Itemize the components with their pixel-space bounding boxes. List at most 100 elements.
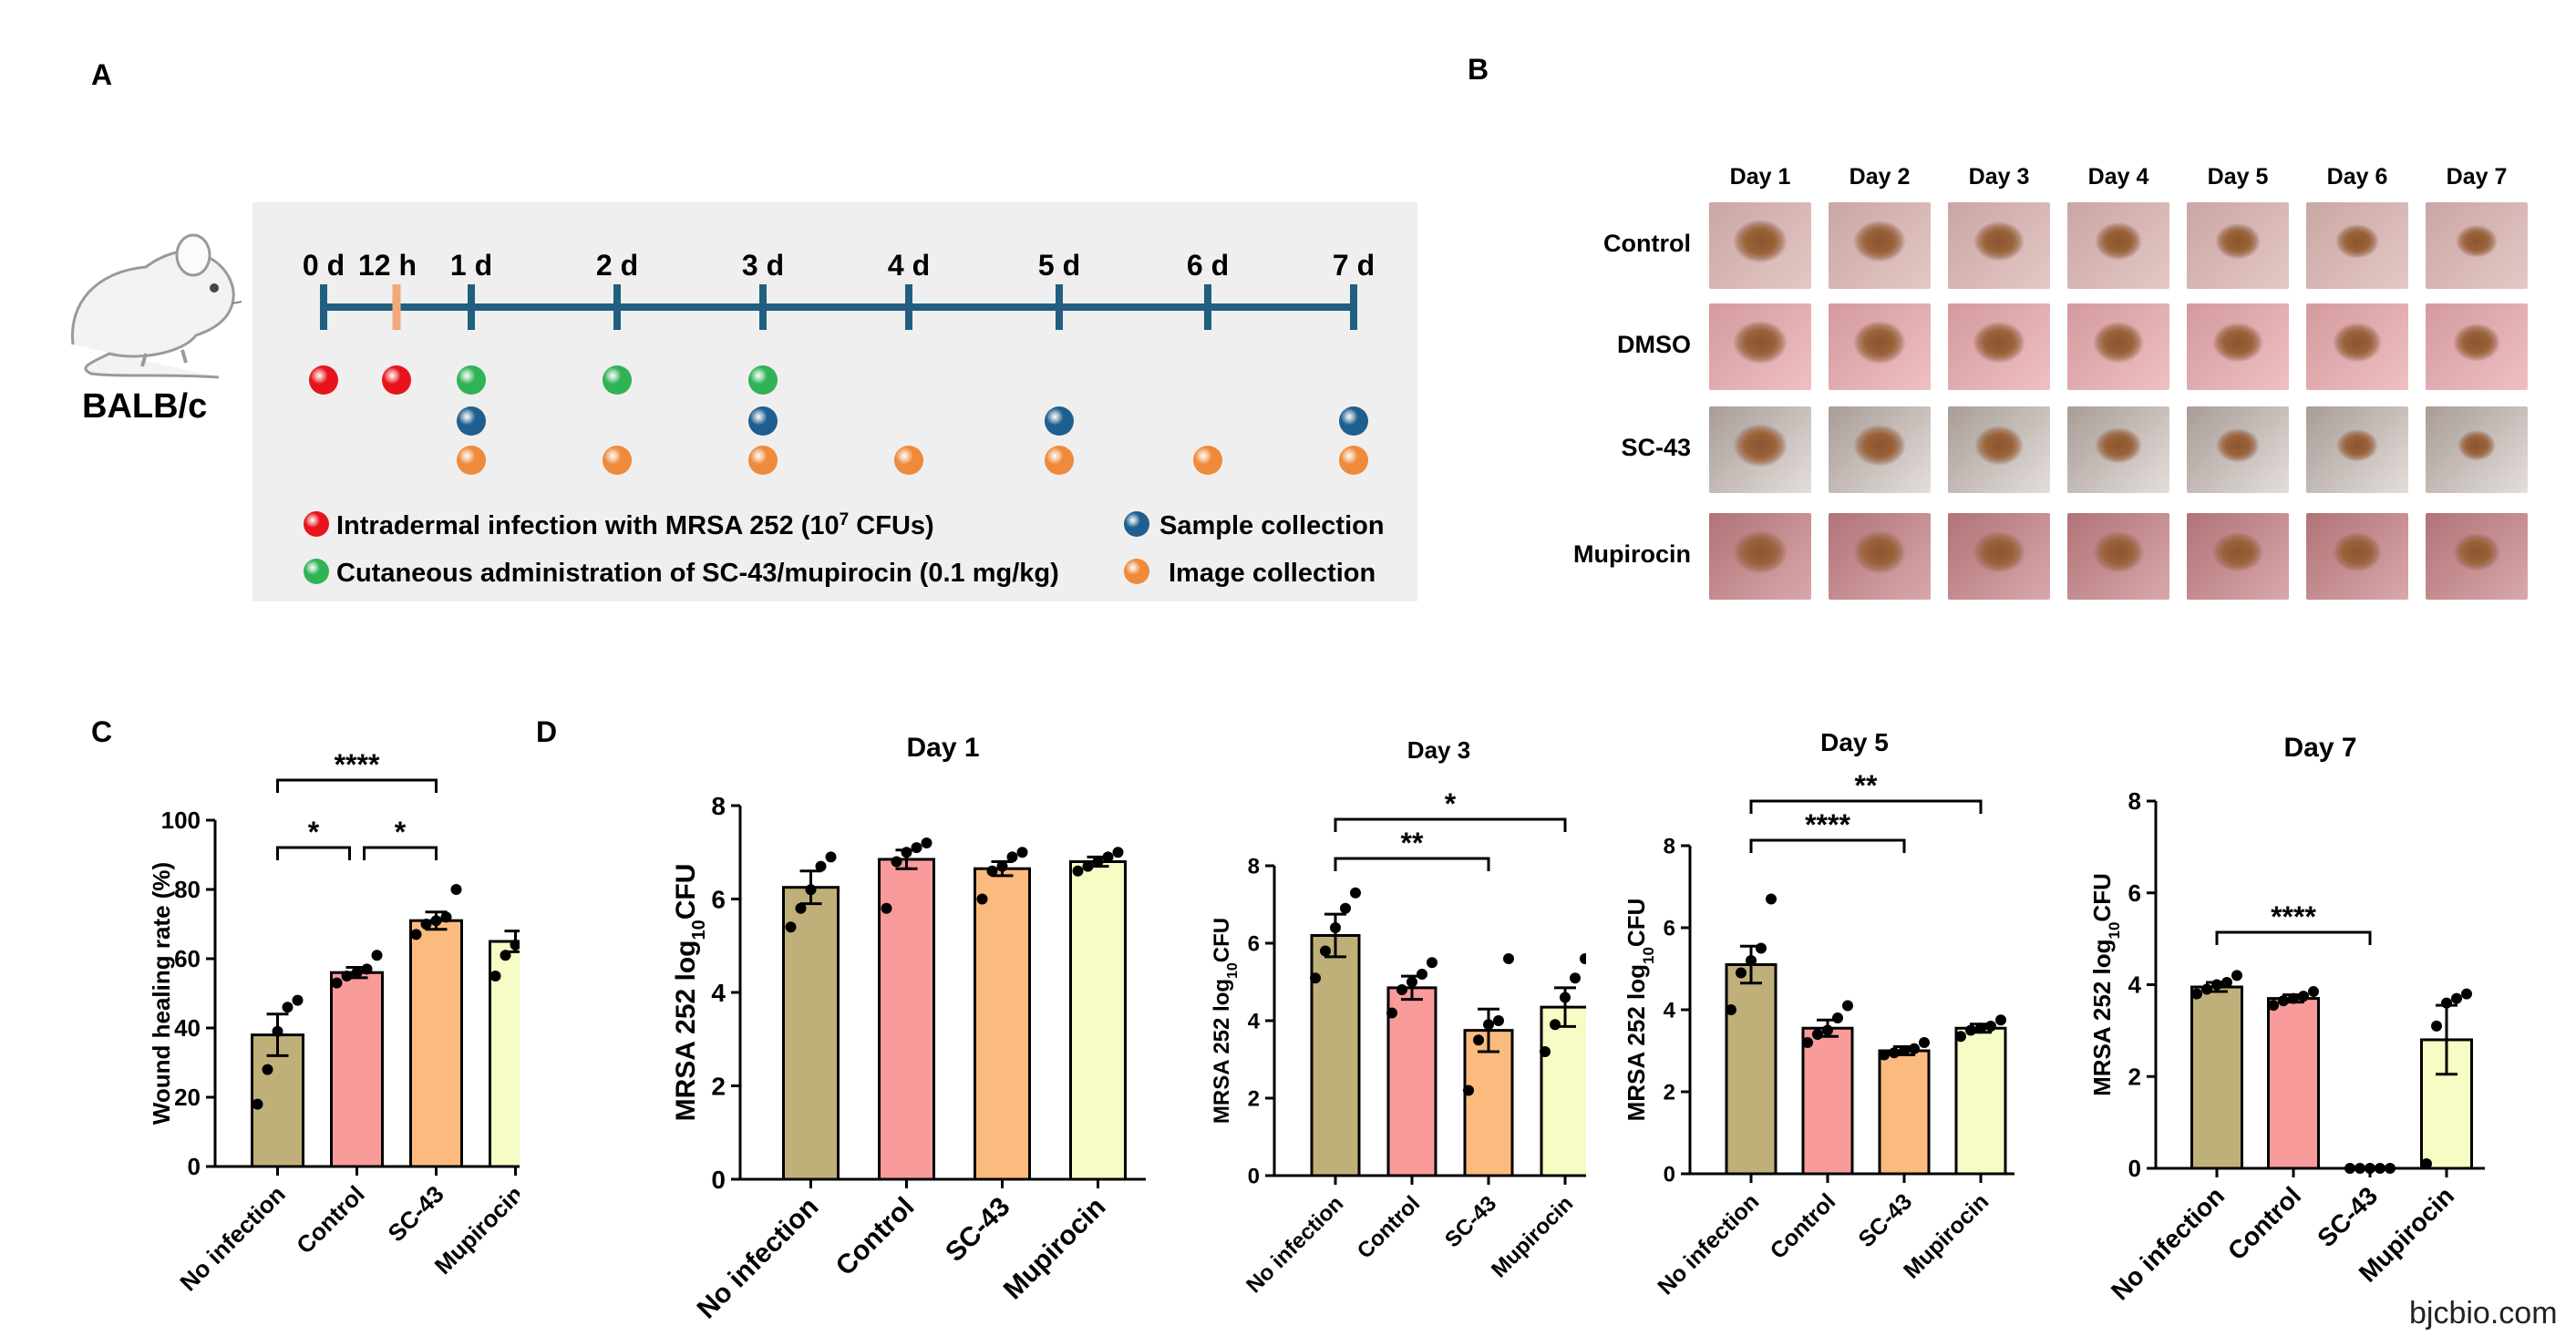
chart-title: Day 7: [2283, 733, 2356, 763]
data-point: [1736, 967, 1747, 979]
data-point: [921, 838, 933, 848]
wound-photo: [2187, 406, 2289, 493]
data-point: [2375, 1163, 2385, 1174]
data-point: [891, 856, 902, 868]
significance-bracket: [363, 846, 438, 860]
dot-sample: [457, 406, 486, 436]
dot-image: [748, 446, 778, 475]
data-point: [1112, 847, 1124, 858]
significance-bracket: [1334, 857, 1490, 871]
wound-photo: [1709, 202, 1811, 289]
legend-dot-infection: [304, 511, 329, 537]
data-point: [1493, 1015, 1504, 1026]
wound-photo: [2426, 303, 2528, 390]
data-point: [1417, 969, 1427, 980]
wound-photo: [1948, 202, 2050, 289]
data-point: [795, 902, 807, 914]
y-tick-label: 6: [711, 885, 726, 913]
wound-photo: [2067, 513, 2169, 600]
legend-dot-sample: [1124, 511, 1149, 537]
chart-day1: Day 1 0 2 4 6 8 MRSA 252 log10CFU No infection C…: [671, 733, 1146, 1325]
data-point: [825, 851, 837, 863]
data-point: [450, 884, 462, 895]
timepoint-label: 3 d: [742, 249, 784, 282]
data-point: [1919, 1037, 1930, 1048]
data-point: [2211, 979, 2222, 991]
timepoint-label: 4 d: [888, 249, 930, 282]
data-point: [1842, 1000, 1853, 1012]
data-point: [1995, 1014, 2006, 1026]
data-point: [2354, 1163, 2365, 1174]
timepoint-label: 1 d: [450, 249, 492, 282]
x-tick-label: No infection: [1242, 1191, 1348, 1298]
day-label: Day 6: [2326, 164, 2388, 190]
chart-title: Day 1: [906, 733, 979, 763]
data-point: [2421, 1157, 2432, 1169]
data-point: [1726, 1004, 1736, 1015]
data-point: [1072, 865, 1084, 877]
data-point: [420, 919, 432, 930]
timepoint-label: 2 d: [596, 249, 638, 282]
x-tick-label: Control: [291, 1180, 370, 1259]
chart-title: Day 3: [1407, 736, 1470, 764]
bar-mupirocin: [1069, 860, 1127, 1181]
x-tick-label: Control: [1353, 1191, 1425, 1263]
timepoint-label: 0 d: [303, 249, 345, 282]
data-point: [2344, 1163, 2355, 1174]
bar-sc-43: [974, 867, 1031, 1181]
data-point: [1082, 860, 1094, 872]
y-tick-label: 4: [1248, 1009, 1261, 1033]
x-tick-label: Control: [2222, 1181, 2306, 1265]
data-point: [2385, 1163, 2396, 1174]
y-tick-label: 8: [711, 792, 726, 820]
y-tick-label: 6: [1248, 931, 1260, 956]
data-point: [1899, 1045, 1910, 1056]
bar-no-infection: [1310, 934, 1361, 1177]
bar-mupirocin: [1540, 1005, 1586, 1177]
bar-no-infection: [782, 886, 840, 1181]
bar-control: [2267, 997, 2320, 1170]
data-point: [1427, 957, 1437, 969]
wound-photo: [2426, 406, 2528, 493]
data-point: [1463, 1084, 1474, 1096]
wound-photo: [1829, 202, 1931, 289]
strain-label: BALB/c: [82, 387, 208, 426]
y-tick-label: 0: [1664, 1162, 1675, 1187]
data-point: [901, 847, 912, 858]
data-point: [1570, 972, 1581, 984]
chart-wound-healing: 0 20 40 60 80 100 Wound healing rate (%) No inf…: [148, 748, 520, 1296]
timepoint-label: 5 d: [1038, 249, 1080, 282]
data-point: [1092, 856, 1104, 868]
group-label: DMSO: [1617, 331, 1691, 358]
data-point: [272, 1025, 283, 1037]
bar-sc-43: [409, 919, 463, 1168]
group-label: SC-43: [1621, 434, 1691, 461]
data-point: [430, 915, 442, 927]
x-tick-label: No infection: [692, 1192, 825, 1325]
data-point: [262, 1064, 273, 1075]
wound-photo: [2306, 406, 2408, 493]
data-point: [1350, 887, 1361, 899]
data-point: [1822, 1024, 1833, 1036]
wound-photo: [2067, 202, 2169, 289]
y-tick-label: 4: [2128, 971, 2142, 999]
significance-bracket: [276, 778, 438, 793]
y-tick-label: 8: [1248, 854, 1260, 879]
wound-photo: [2426, 202, 2528, 289]
data-point: [1889, 1047, 1900, 1059]
day-label: Day 7: [2446, 164, 2508, 190]
timepoint-label: 7 d: [1333, 249, 1375, 282]
y-tick-label: 0: [711, 1166, 726, 1194]
data-point: [1550, 1019, 1561, 1031]
dot-infection: [382, 365, 411, 395]
timeline: 0 d 12 h 1 d 2 d 3 d 4 d 5 d 6 d 7 d Intradermal …: [303, 249, 1385, 588]
y-tick-label: 0: [1248, 1164, 1260, 1188]
data-point: [510, 939, 520, 951]
significance-bracket: [2215, 930, 2372, 945]
y-tick-label: 0: [188, 1153, 201, 1180]
data-point: [815, 860, 827, 872]
significance-label: *: [395, 816, 407, 848]
significance-bracket: [1334, 817, 1567, 832]
data-point: [1386, 1007, 1397, 1019]
significance-label: *: [1445, 787, 1457, 820]
